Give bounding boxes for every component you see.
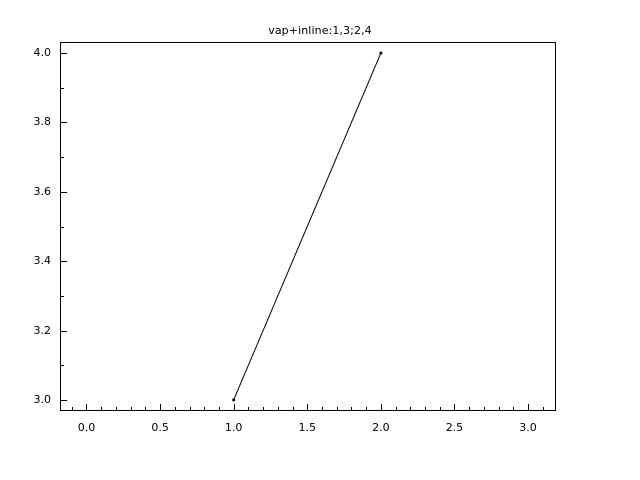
chart-title: vap+inline:1,3;2,4: [268, 24, 372, 37]
x-tick-label: 0.5: [151, 421, 169, 434]
y-tick-label: 3.8: [33, 115, 52, 129]
y-tick-label: 3.2: [33, 323, 52, 337]
x-tick-label: 2.0: [372, 421, 390, 434]
x-tick-label: 0.0: [77, 421, 96, 434]
x-tick-label: 1.0: [224, 421, 243, 434]
x-tick-label: 1.5: [298, 421, 317, 434]
y-tick-label: 3.4: [33, 254, 52, 268]
x-tick-label: 3.0: [519, 421, 537, 434]
y-tick-label: 4.0: [33, 46, 52, 60]
x-tick-label: 2.5: [445, 421, 464, 434]
y-tick-label: 3.6: [33, 184, 52, 198]
y-tick-label: 3.0: [33, 392, 52, 406]
plot-area-frame: [60, 42, 556, 411]
